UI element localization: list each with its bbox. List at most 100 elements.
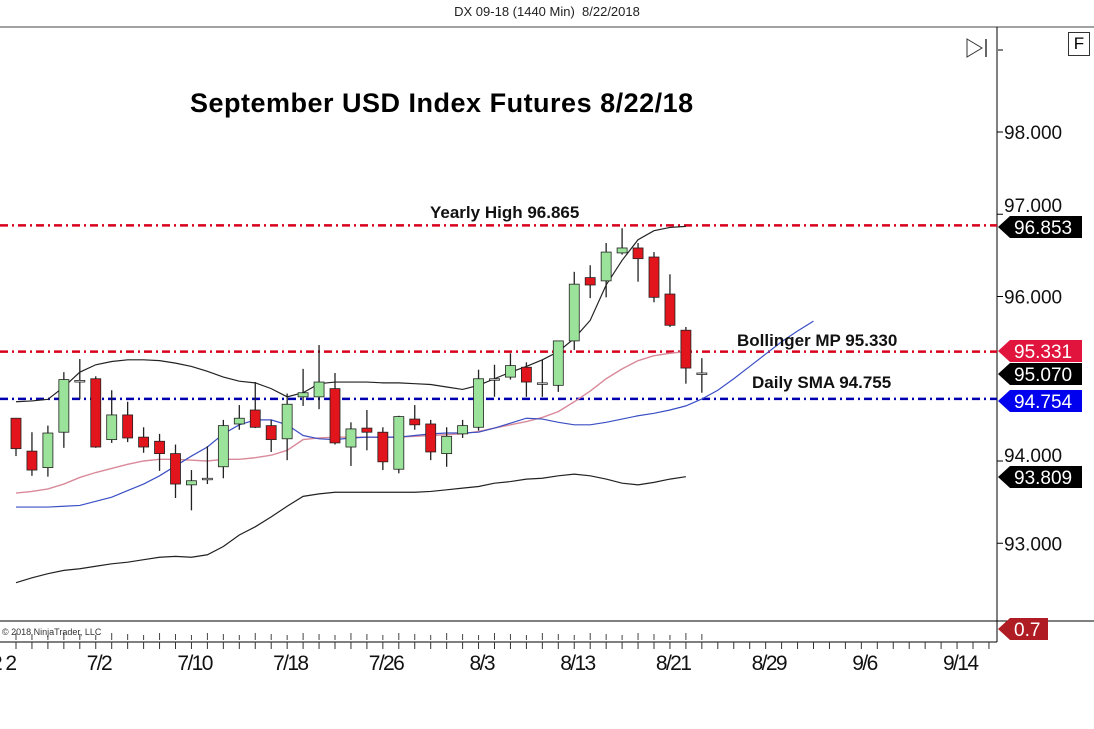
- price-tag-94-754: 94.754: [998, 390, 1082, 413]
- price-axis-label: 97.000: [1004, 196, 1062, 217]
- candle-body: [568, 283, 580, 342]
- candle-7-11[interactable]: [217, 419, 229, 479]
- candle-7-16[interactable]: [265, 419, 277, 452]
- candle-body: [42, 432, 54, 468]
- candle-7-9[interactable]: [186, 470, 197, 511]
- candle-body: [170, 453, 181, 485]
- candle-body: [521, 366, 532, 383]
- play-triangle-icon: [966, 38, 983, 58]
- play-to-end-icon[interactable]: [966, 38, 987, 58]
- candle-8-1[interactable]: [457, 419, 469, 438]
- candle-body: [313, 381, 325, 398]
- candle-7-13[interactable]: [249, 382, 261, 429]
- time-axis-label: 8/13: [560, 652, 596, 675]
- time-axis-label: 9/6: [852, 652, 878, 675]
- candle-7-31[interactable]: [441, 427, 453, 467]
- price-axis-label: 96.000: [1004, 288, 1062, 309]
- candle-8-9[interactable]: [552, 340, 564, 392]
- candle-7-3[interactable]: [122, 401, 134, 443]
- candle-body: [122, 414, 134, 439]
- candle-8-16[interactable]: [632, 243, 644, 282]
- candle-body: [297, 392, 309, 398]
- candle-body: [154, 440, 165, 454]
- candle-7-18[interactable]: [297, 368, 309, 406]
- candle-7-24[interactable]: [361, 410, 373, 451]
- time-axis-label: 7/26: [369, 652, 405, 675]
- candle-6-25[interactable]: [26, 432, 38, 476]
- price-tag-text: 94.754: [1014, 392, 1073, 413]
- candle-8-7[interactable]: [521, 362, 532, 397]
- candle-7-17[interactable]: [281, 393, 293, 461]
- price-axis-label: 93.000: [1004, 534, 1062, 555]
- candle-body: [616, 247, 628, 254]
- chart-title: September USD Index Futures 8/22/18: [190, 88, 694, 118]
- candle-body: [552, 340, 564, 386]
- price-tag-shape: [998, 363, 1082, 385]
- candle-8-8[interactable]: [536, 359, 548, 397]
- candle-7-2[interactable]: [106, 390, 118, 443]
- time-axis-label: 8/3: [470, 652, 496, 675]
- time-axis-label: 8/29: [752, 652, 788, 675]
- candle-body: [106, 414, 118, 441]
- candle-6-27[interactable]: [58, 372, 70, 448]
- candle-8-17[interactable]: [648, 252, 660, 303]
- candle-7-20[interactable]: [329, 372, 341, 445]
- candle-body: [377, 431, 389, 463]
- price-tag-shape: [998, 466, 1082, 488]
- copyright: © 2018 NinjaTrader, LLC: [2, 627, 102, 637]
- candle-7-6[interactable]: [170, 444, 181, 499]
- candle-7-10[interactable]: [201, 446, 213, 485]
- price-tag-93-809: 93.809: [998, 466, 1082, 489]
- candle-body: [696, 372, 708, 375]
- candle-7-5[interactable]: [154, 433, 165, 471]
- candle-body: [186, 480, 197, 486]
- candle-body: [90, 378, 102, 448]
- candle-6-29[interactable]: [90, 376, 102, 448]
- candle-7-19[interactable]: [313, 345, 325, 410]
- candle-body: [664, 293, 676, 326]
- price-tag-text: 96.853: [1014, 218, 1072, 239]
- candle-7-23[interactable]: [345, 422, 357, 466]
- candle-8-15[interactable]: [616, 228, 628, 255]
- candle-body: [584, 277, 596, 286]
- candle-body: [265, 425, 277, 441]
- candle-8-21[interactable]: [680, 326, 692, 384]
- candle-7-25[interactable]: [377, 427, 389, 471]
- time-axis-label: 7/18: [273, 652, 309, 675]
- candle-6-26[interactable]: [42, 425, 54, 477]
- candle-7-26[interactable]: [393, 415, 405, 474]
- candle-body: [409, 418, 421, 426]
- candle-8-14[interactable]: [600, 243, 612, 298]
- candle-body: [361, 427, 373, 433]
- candle-body: [393, 416, 405, 470]
- price-axis-label: 98.000: [1004, 123, 1062, 144]
- candle-7-12[interactable]: [233, 405, 245, 430]
- time-axis-label: 7/10: [177, 652, 213, 675]
- lower-panel-value-tag: 0.7: [998, 618, 1048, 641]
- candle-8-13[interactable]: [584, 265, 596, 299]
- price-tag-shape: [998, 390, 1082, 412]
- candle-body: [536, 382, 548, 385]
- candle-8-2[interactable]: [473, 369, 484, 431]
- candle-7-30[interactable]: [425, 419, 437, 461]
- price-tag-text: 95.070: [1014, 365, 1072, 386]
- candle-body: [329, 388, 341, 444]
- candle-8-6[interactable]: [505, 353, 516, 380]
- candle-8-3[interactable]: [489, 364, 500, 397]
- candle-body: [600, 251, 612, 282]
- candle-6-22[interactable]: [10, 417, 22, 457]
- candle-body: [505, 365, 516, 378]
- sma-line: [16, 320, 814, 508]
- candle-8-10[interactable]: [568, 271, 580, 350]
- candle-8-22[interactable]: [696, 358, 708, 393]
- candle-8-20[interactable]: [664, 274, 676, 327]
- candle-7-4[interactable]: [138, 427, 150, 453]
- candle-6-28[interactable]: [74, 359, 86, 400]
- candle-body: [10, 417, 22, 450]
- price-tag-95-331: 95.331: [998, 340, 1082, 363]
- candle-body: [74, 379, 86, 383]
- f-button[interactable]: F: [1068, 32, 1090, 56]
- candle-7-27[interactable]: [409, 405, 421, 430]
- time-axis-label: 9/14: [943, 652, 979, 675]
